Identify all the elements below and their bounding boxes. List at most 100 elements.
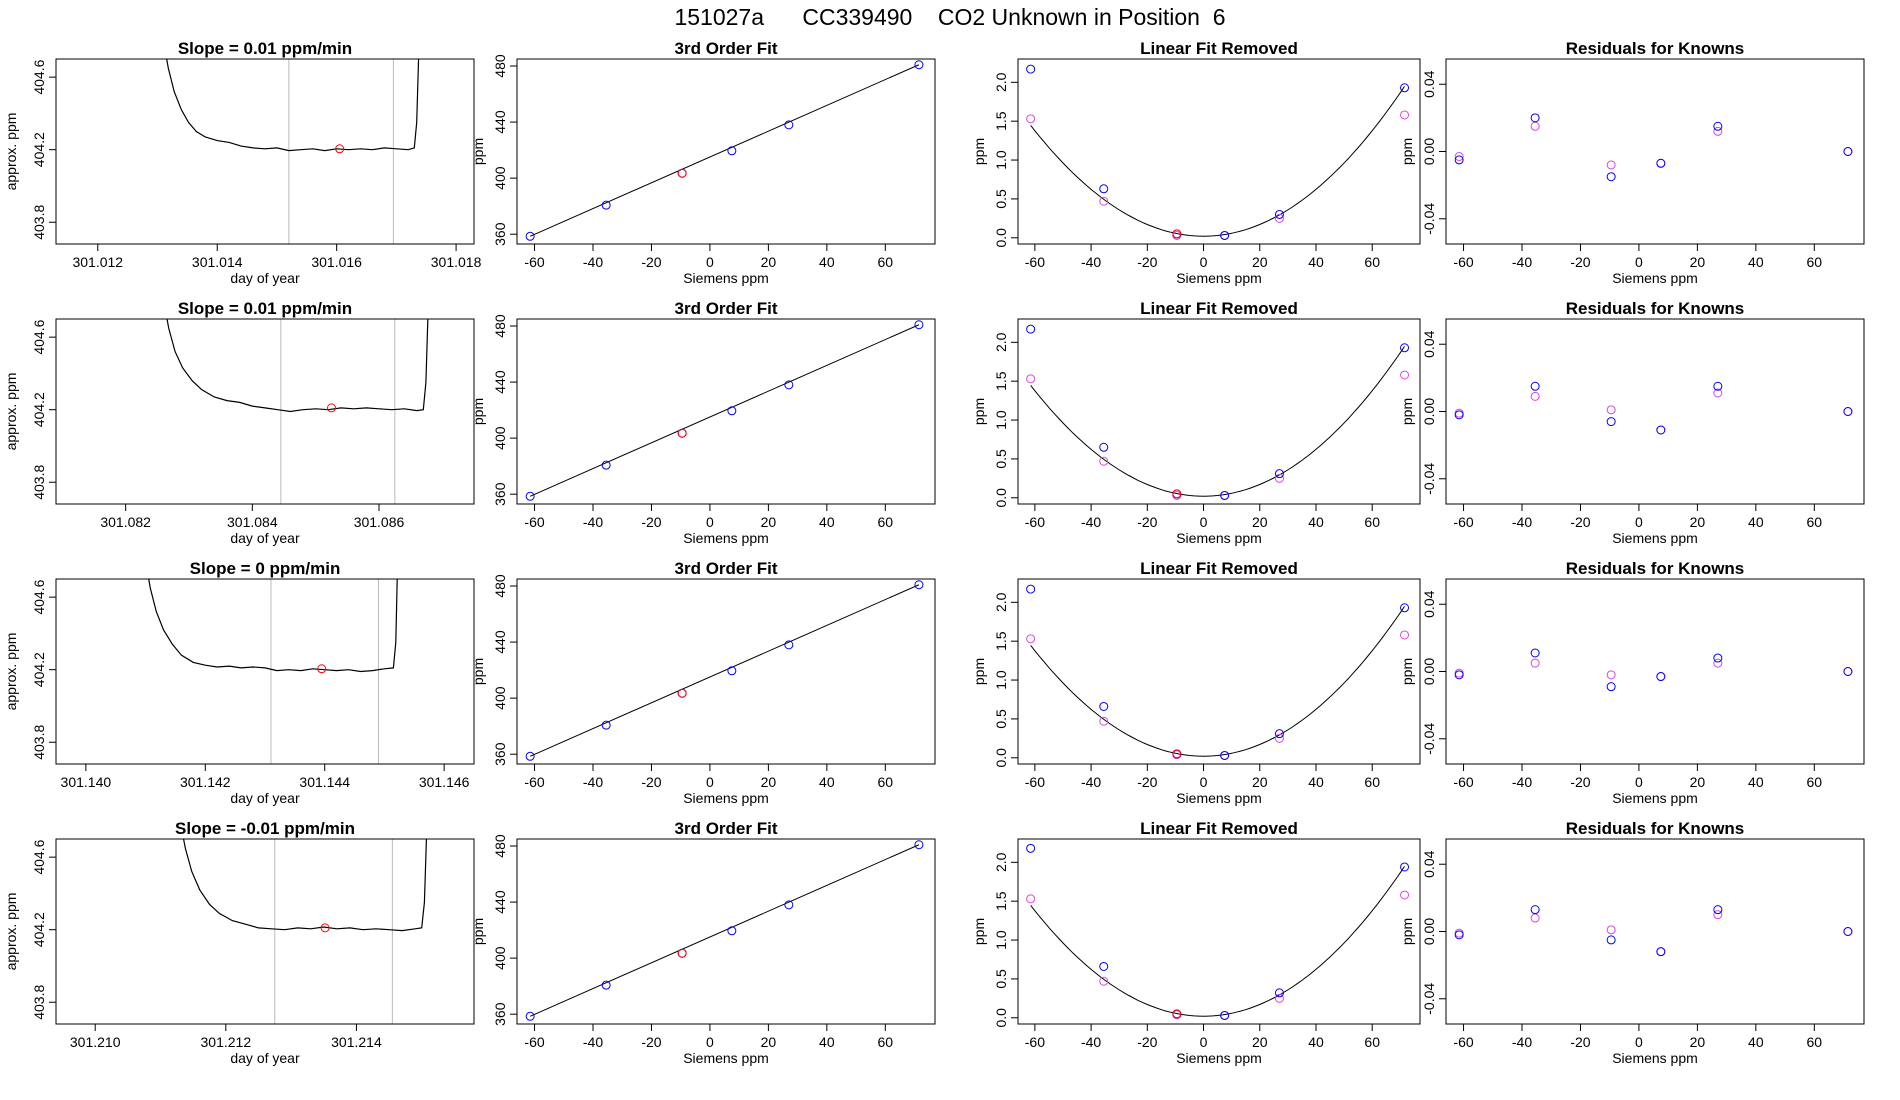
y-tick-label: 0.00 — [1421, 138, 1437, 165]
y-axis-label: ppm — [470, 918, 486, 945]
x-tick-label: 20 — [1252, 774, 1268, 790]
plot-frame — [516, 838, 936, 1025]
y-tick-label: 440 — [492, 370, 508, 394]
x-tick-label: 40 — [819, 254, 835, 270]
known-point — [525, 751, 535, 761]
y-tick-label: 404.2 — [31, 652, 47, 687]
x-tick-label: 20 — [1690, 514, 1706, 530]
x-tick-label: -20 — [1570, 1034, 1590, 1050]
x-tick-label: -60 — [1025, 254, 1045, 270]
chart-title: Slope = -0.01 ppm/min — [175, 819, 355, 838]
panel-1-3: Linear Fit Removed -60 -40 -20 0 20 40 60 0.0 0.5… — [971, 39, 1421, 286]
y-tick-label: 0.5 — [993, 969, 1009, 989]
y-tick-label: 0.0 — [993, 1008, 1009, 1028]
plot-area — [525, 580, 924, 761]
x-axis-label: Siemens ppm — [683, 530, 769, 546]
y-tick-label: 480 — [492, 834, 508, 858]
known-point-alt — [1400, 890, 1410, 900]
x-tick-label: 0 — [1635, 254, 1643, 270]
x-tick-label: -40 — [1512, 254, 1532, 270]
plot-frame — [55, 318, 475, 505]
plot-area — [1026, 584, 1410, 760]
plot-frame — [516, 58, 936, 245]
known-point — [1713, 653, 1723, 663]
known-point — [1274, 988, 1284, 998]
chart-title: Slope = 0.01 ppm/min — [178, 299, 352, 318]
known-point-alt — [1606, 670, 1616, 680]
panel-4-2: 3rd Order Fit -60 -40 -20 0 20 40 60 360 400 440 48… — [470, 819, 936, 1066]
sample-point — [1172, 1009, 1182, 1019]
y-tick-label: -0.04 — [1421, 463, 1437, 495]
x-tick-label: 301.212 — [201, 1034, 252, 1050]
y-tick-label: 1.0 — [993, 930, 1009, 950]
x-tick-label: 60 — [878, 774, 894, 790]
known-point — [1026, 324, 1036, 334]
x-tick-label: 40 — [1308, 254, 1324, 270]
known-point-alt — [1713, 910, 1723, 920]
y-tick-label: 0.04 — [1421, 850, 1437, 877]
x-tick-label: -20 — [641, 774, 661, 790]
known-point — [914, 60, 924, 70]
plot-frame — [1017, 318, 1421, 505]
y-tick-label: 403.8 — [31, 985, 47, 1020]
known-point — [1400, 862, 1410, 872]
y-tick-label: 404.2 — [31, 132, 47, 167]
fit-line — [529, 844, 920, 1017]
x-tick-label: -60 — [1025, 1034, 1045, 1050]
known-point — [525, 231, 535, 241]
plot-frame — [1445, 58, 1865, 245]
plot-area — [1454, 381, 1853, 435]
known-point-alt — [1454, 152, 1464, 162]
known-point — [1400, 603, 1410, 613]
x-tick-label: -60 — [1453, 514, 1473, 530]
x-tick-label: 40 — [1308, 1034, 1324, 1050]
x-tick-label: -20 — [641, 1034, 661, 1050]
x-tick-label: 0 — [706, 254, 714, 270]
y-axis-label: approx. ppm — [3, 373, 19, 451]
known-point — [1220, 1010, 1230, 1020]
chart-title: Residuals for Knowns — [1566, 299, 1745, 318]
y-tick-label: 360 — [492, 742, 508, 766]
known-point-alt — [1530, 913, 1540, 923]
plot-frame — [1017, 58, 1421, 245]
x-tick-label: -60 — [524, 774, 544, 790]
x-tick-label: 40 — [1308, 774, 1324, 790]
plot-area — [1454, 905, 1853, 957]
ppm-trace-line — [148, 579, 398, 673]
known-point — [1220, 490, 1230, 500]
y-tick-label: 0.04 — [1421, 590, 1437, 617]
known-point — [1454, 930, 1464, 940]
x-tick-label: 40 — [1748, 1034, 1764, 1050]
sample-point — [677, 428, 687, 438]
known-point — [601, 200, 611, 210]
plot-area — [1026, 324, 1410, 500]
fit-curve — [1030, 346, 1405, 497]
panel-2-1: Slope = 0.01 ppm/min 301.082 301.084 301.08… — [3, 299, 475, 546]
y-tick-label: 1.0 — [993, 150, 1009, 170]
x-axis-label: day of year — [230, 790, 300, 806]
x-axis-label: Siemens ppm — [1612, 1050, 1698, 1066]
known-point — [525, 1011, 535, 1021]
x-tick-label: 301.014 — [192, 254, 243, 270]
known-point — [1454, 410, 1464, 420]
known-point — [1274, 729, 1284, 739]
plot-area — [525, 60, 924, 241]
y-axis-label: ppm — [971, 658, 987, 685]
x-tick-label: -60 — [524, 1034, 544, 1050]
plot-frame — [55, 838, 475, 1025]
x-tick-label: -40 — [583, 514, 603, 530]
known-point-alt — [1026, 374, 1036, 384]
x-tick-label: 60 — [1807, 254, 1823, 270]
known-point-alt — [1099, 456, 1109, 466]
known-point — [1099, 184, 1109, 194]
plot-area — [1454, 113, 1853, 182]
x-tick-label: -60 — [1453, 254, 1473, 270]
y-tick-label: 440 — [492, 110, 508, 134]
y-tick-label: 2.0 — [993, 852, 1009, 872]
known-point — [784, 120, 794, 130]
y-tick-label: 403.8 — [31, 725, 47, 760]
known-point-alt — [1026, 114, 1036, 124]
chart-title: Slope = 0.01 ppm/min — [178, 39, 352, 58]
panel-4-4: Residuals for Knowns -60 -40 -20 0 20 40 60 -0.0… — [1399, 819, 1865, 1066]
x-tick-label: -40 — [583, 1034, 603, 1050]
